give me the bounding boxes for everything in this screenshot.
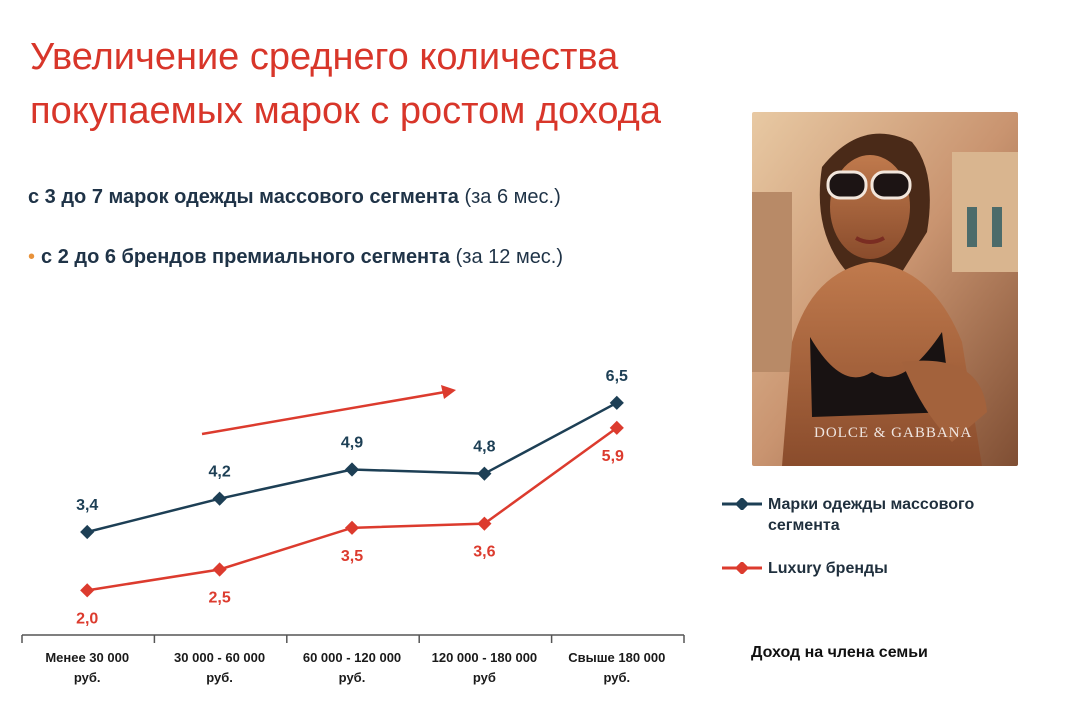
data-label: 5,9 — [602, 448, 624, 465]
series-luxury-line — [87, 426, 618, 592]
data-label: 2,0 — [76, 610, 98, 627]
legend-mass-label: Марки одежды массового сегмента — [768, 496, 975, 534]
bullet-marker: • — [28, 246, 36, 268]
data-label: 3,5 — [341, 548, 363, 565]
legend-mass-marker — [722, 498, 762, 510]
bullet-mass-note: (за 6 мес.) — [464, 186, 561, 208]
data-label: 4,2 — [208, 464, 230, 481]
data-label: 4,8 — [473, 439, 495, 456]
x-tick-label: Менее 30 000 руб. — [45, 650, 129, 685]
data-label: 3,4 — [76, 497, 98, 514]
trend-arrow-line — [201, 390, 446, 436]
data-label: 2,5 — [208, 590, 230, 607]
x-tick-label: Свыше 180 000 руб. — [568, 650, 665, 685]
title-line-2: покупаемых марок с ростом дохода — [30, 90, 661, 132]
bullet-premium-segment: • с 2 до 6 брендов премиального сегмента … — [28, 246, 563, 269]
data-label: 3,6 — [473, 544, 495, 561]
legend-item-mass: Марки одежды массового сегмента — [722, 494, 1018, 536]
x-tick-label: 30 000 - 60 000 руб. — [174, 650, 265, 685]
bullet-premium-note: (за 12 мес.) — [455, 246, 564, 268]
data-point — [80, 524, 95, 540]
bullet-mass-segment: с 3 до 7 марок одежды массового сегмента… — [28, 186, 561, 209]
x-tick-label: 60 000 - 120 000 руб. — [303, 650, 401, 685]
advertising-photo: DOLCE & GABBANA — [752, 112, 1018, 466]
data-point — [609, 395, 624, 410]
title-line-1: Увеличение среднего количества — [30, 36, 619, 78]
data-point — [344, 462, 360, 477]
data-point — [344, 520, 360, 535]
data-label: 6,5 — [606, 368, 628, 385]
brand-logo: DOLCE & GABBANA — [814, 425, 973, 441]
data-point — [212, 562, 227, 577]
data-point — [80, 583, 95, 598]
x-axis-title: Доход на члена семьи — [751, 644, 928, 661]
data-point — [212, 491, 227, 506]
line-chart: Менее 30 000 руб. 30 000 - 60 000 руб. 60 00… — [21, 368, 685, 685]
chart-legend: Марки одежды массового сегмента Luxury б… — [722, 494, 1018, 601]
data-point — [477, 466, 492, 481]
page-title: Увеличение среднего количества покупаемы… — [30, 30, 770, 138]
data-point — [609, 420, 624, 435]
bullet-mass-text: с 3 до 7 марок одежды массового сегмента — [28, 186, 459, 208]
legend-item-luxury: Luxury бренды — [722, 558, 1018, 579]
data-point — [477, 516, 492, 531]
data-label: 4,9 — [341, 435, 363, 452]
x-tick-label: 120 000 - 180 000 руб — [432, 650, 538, 685]
trend-arrow-head — [441, 385, 456, 399]
legend-luxury-marker — [722, 562, 762, 574]
legend-luxury-label: Luxury бренды — [768, 560, 888, 577]
bullet-premium-text: с 2 до 6 брендов премиального сегмента — [41, 246, 451, 268]
